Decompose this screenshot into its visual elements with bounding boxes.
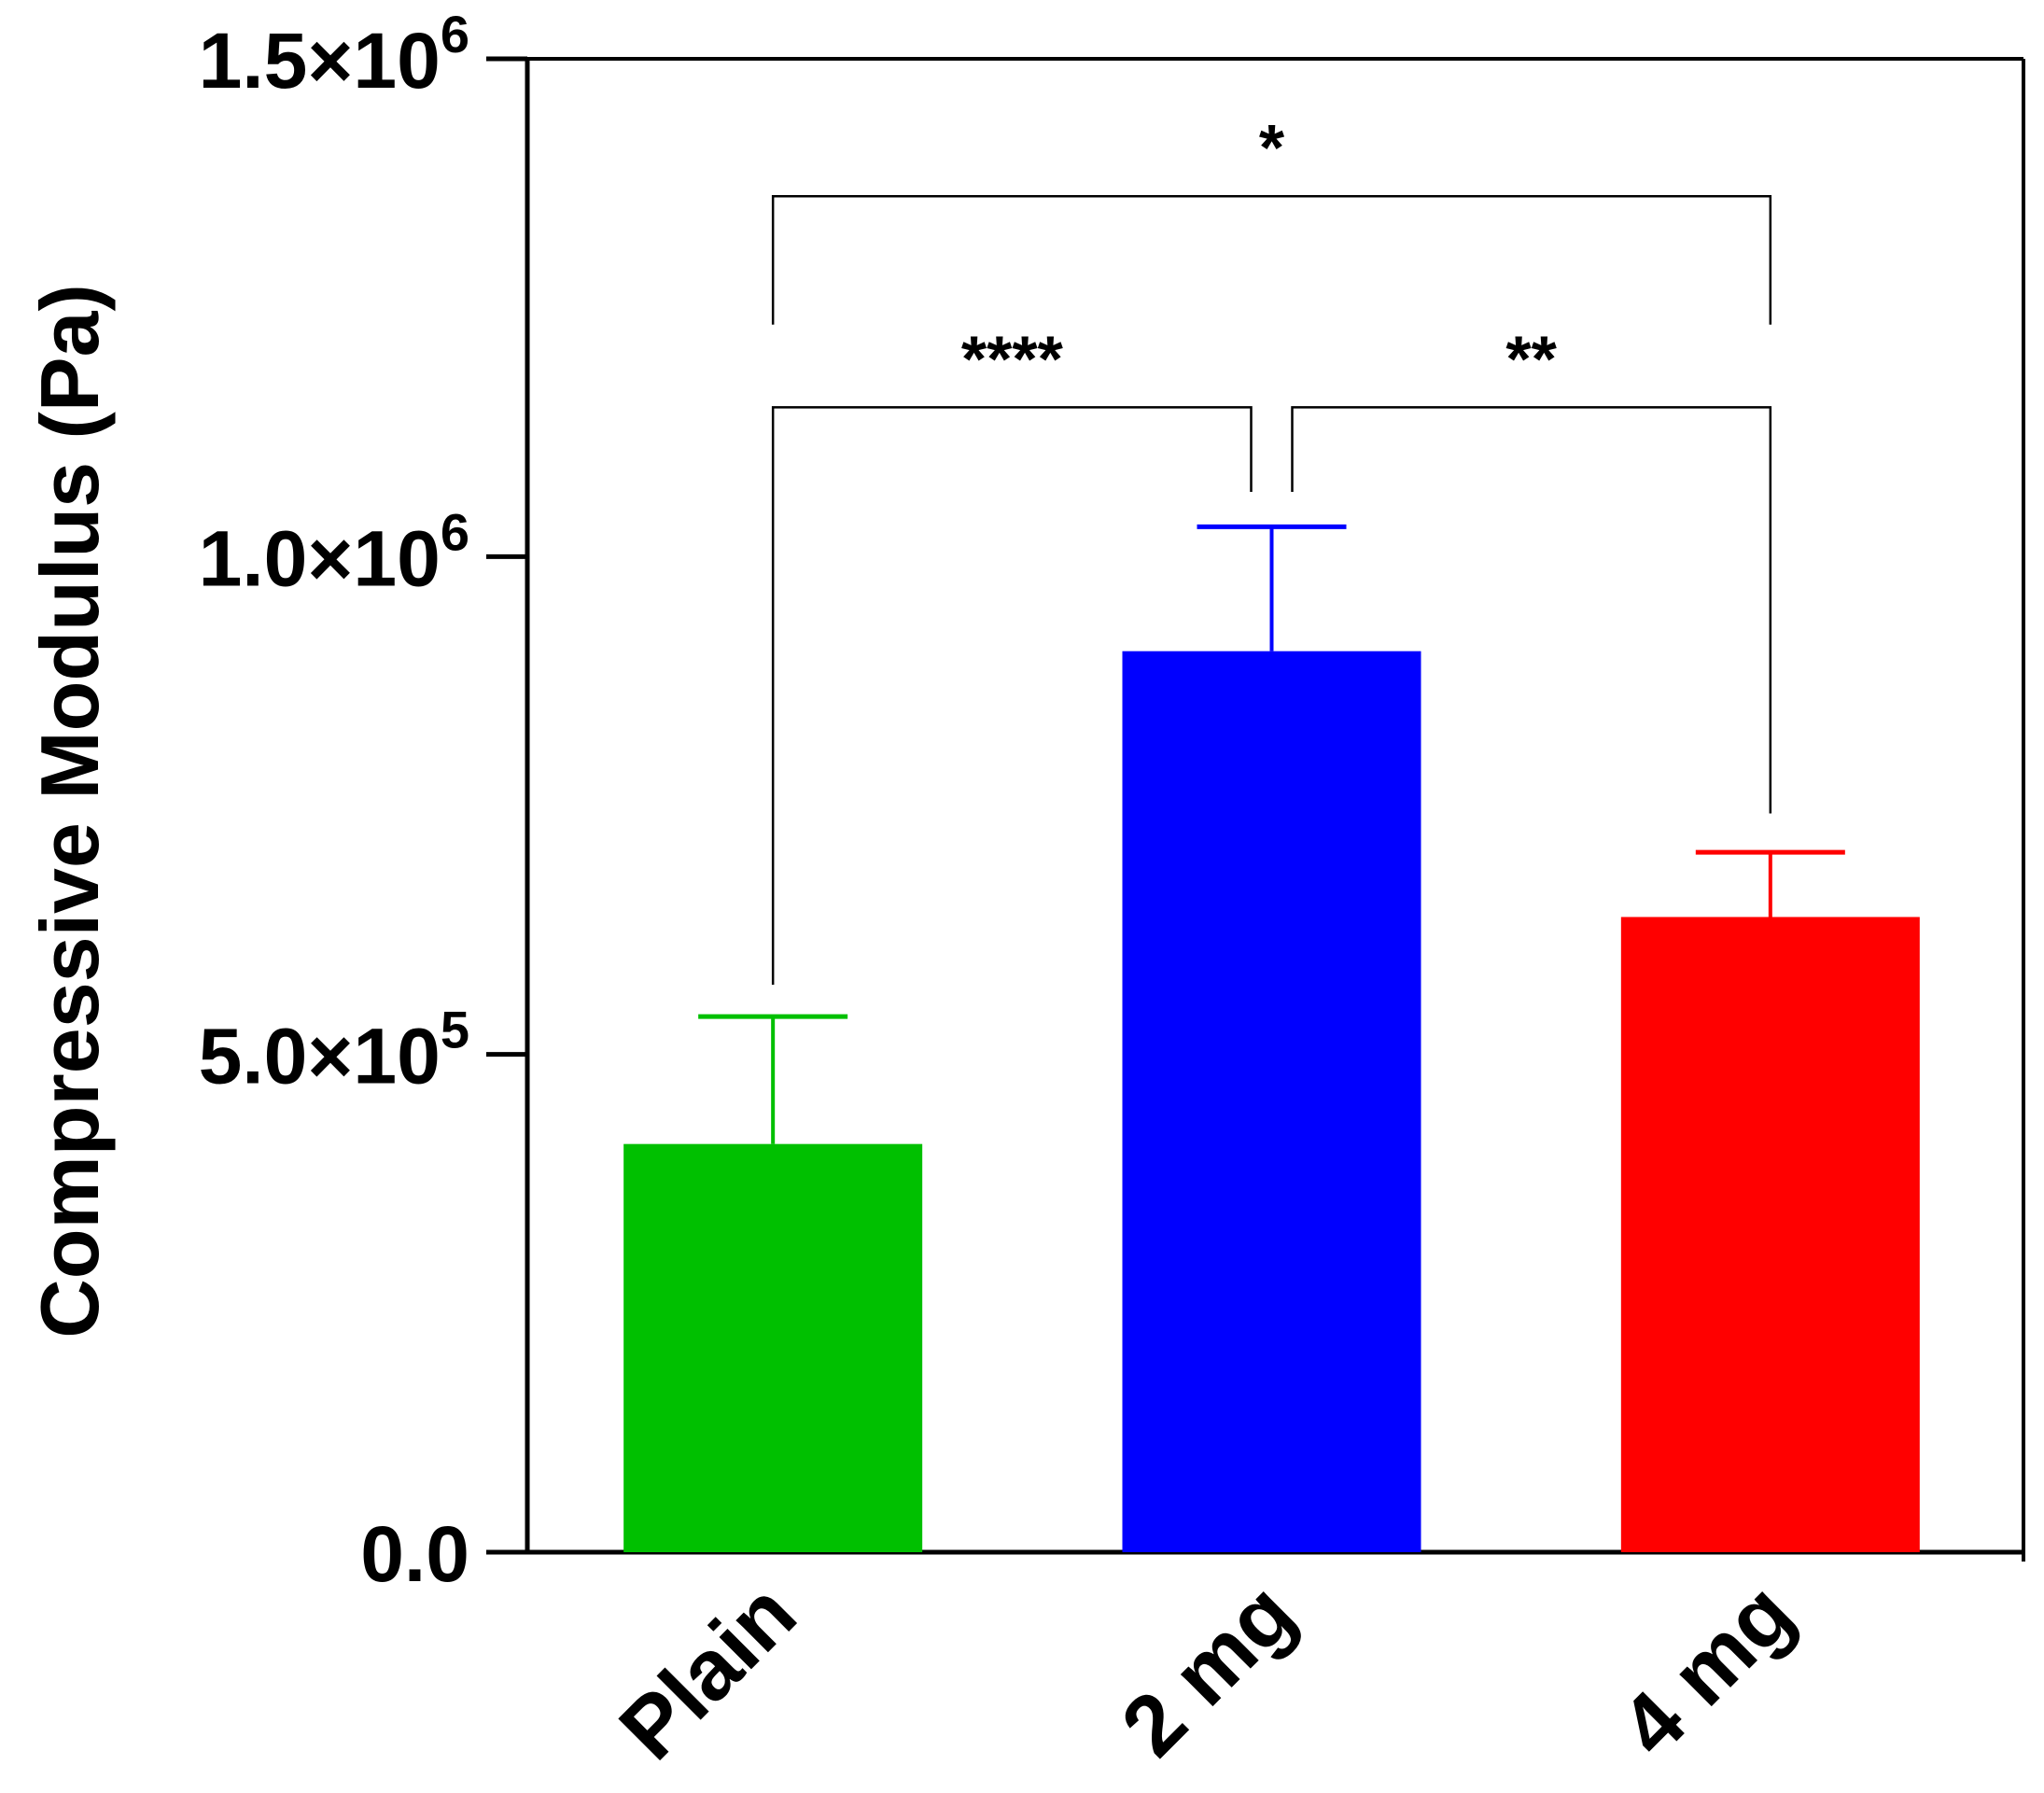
bar-1: [1122, 651, 1421, 1552]
significance-bracket: [771, 406, 1253, 985]
x-tick-label: 4 mg: [1603, 1565, 1812, 1774]
y-tick-label: 1.5×106: [199, 5, 469, 105]
significance-bracket: [1291, 406, 1772, 814]
y-ticks: 0.0 5.0×105 1.0×106 1.5×106: [199, 5, 527, 1598]
bars: [623, 651, 1920, 1552]
y-tick-label: 5.0×105: [199, 1001, 469, 1100]
x-tick-label: 2 mg: [1104, 1565, 1313, 1774]
y-tick-label: 1.0×106: [199, 502, 469, 602]
bar-2: [1620, 917, 1920, 1552]
x-tick-label: Plain: [602, 1565, 815, 1778]
y-axis-title: Compressive Modulus (Pa): [23, 284, 116, 1338]
significance-brackets: **** ***: [771, 111, 1772, 985]
significance-bracket: [771, 194, 1772, 325]
x-tick-labels: Plain 2 mg 4 mg: [602, 1565, 1812, 1778]
y-tick-label: 0.0: [360, 1510, 469, 1598]
error-bars: [698, 524, 1845, 1144]
significance-label: ****: [961, 322, 1064, 395]
significance-label: *: [1259, 111, 1285, 184]
significance-label: **: [1505, 322, 1557, 395]
bar-0: [623, 1143, 923, 1552]
